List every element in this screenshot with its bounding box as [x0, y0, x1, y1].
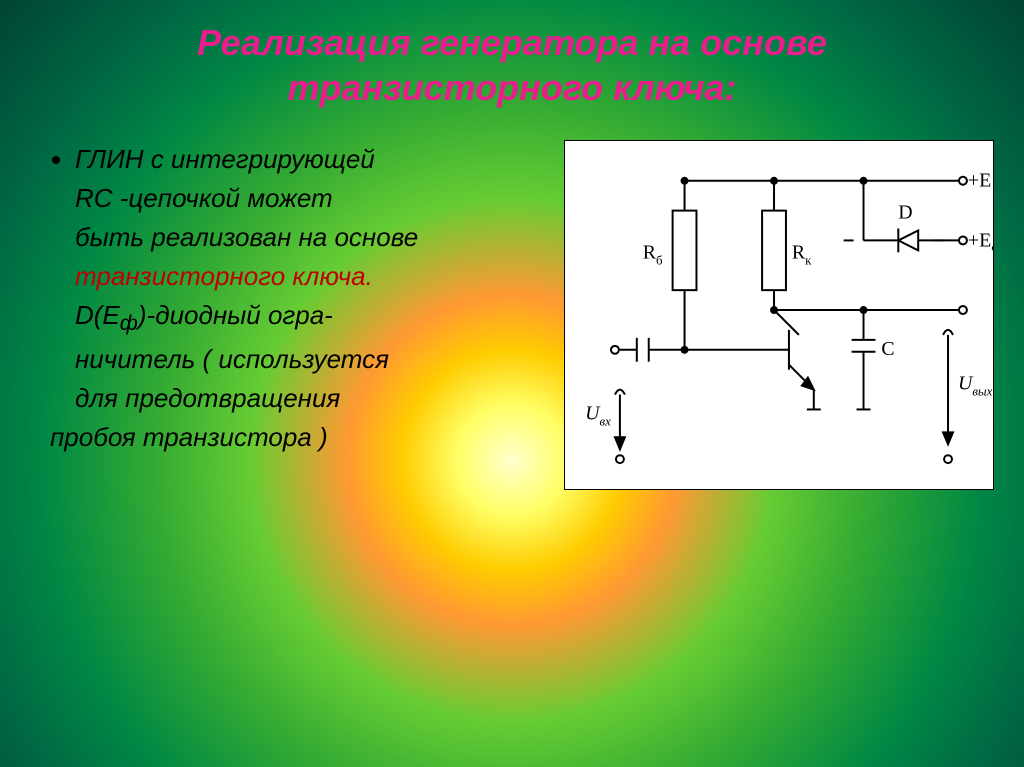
- body-line-4: транзисторного ключа.: [75, 257, 544, 296]
- label-E: +E: [968, 170, 991, 192]
- slide-title: Реализация генератора на основе транзист…: [0, 0, 1024, 110]
- body-line-5b: ф: [120, 310, 138, 335]
- body-line-5a: D(E: [75, 300, 120, 330]
- label-C: C: [881, 338, 894, 360]
- body-line-3: быть реализован на основе: [75, 218, 544, 257]
- body-line-7: для предотвращения: [75, 379, 544, 418]
- circuit-diagram: +E Rб Rк D +EФ C Uвх Uвых: [564, 140, 994, 490]
- body-line-6: ничитель ( используется: [75, 340, 544, 379]
- title-line-2: транзисторного ключа:: [287, 67, 736, 108]
- label-Uin: Uвх: [585, 402, 611, 428]
- body-line-5c: )-диодный огра-: [138, 300, 333, 330]
- title-line-1: Реализация генератора на основе: [197, 22, 827, 63]
- body-line-8: пробоя транзистора ): [50, 418, 544, 457]
- body-line-5: D(Eф)-диодный огра-: [75, 296, 544, 340]
- label-Rb: Rб: [643, 241, 663, 267]
- label-D: D: [898, 202, 912, 224]
- body-text: ГЛИН с интегрирующей RC -цепочкой может …: [30, 140, 544, 490]
- body-line-2: RC -цепочкой может: [75, 179, 544, 218]
- body-line-1: ГЛИН с интегрирующей: [75, 140, 544, 179]
- content-row: ГЛИН с интегрирующей RC -цепочкой может …: [0, 140, 1024, 490]
- label-Ef: +EФ: [968, 229, 993, 255]
- label-Uout: Uвых: [958, 373, 993, 399]
- label-Rk: Rк: [792, 241, 812, 267]
